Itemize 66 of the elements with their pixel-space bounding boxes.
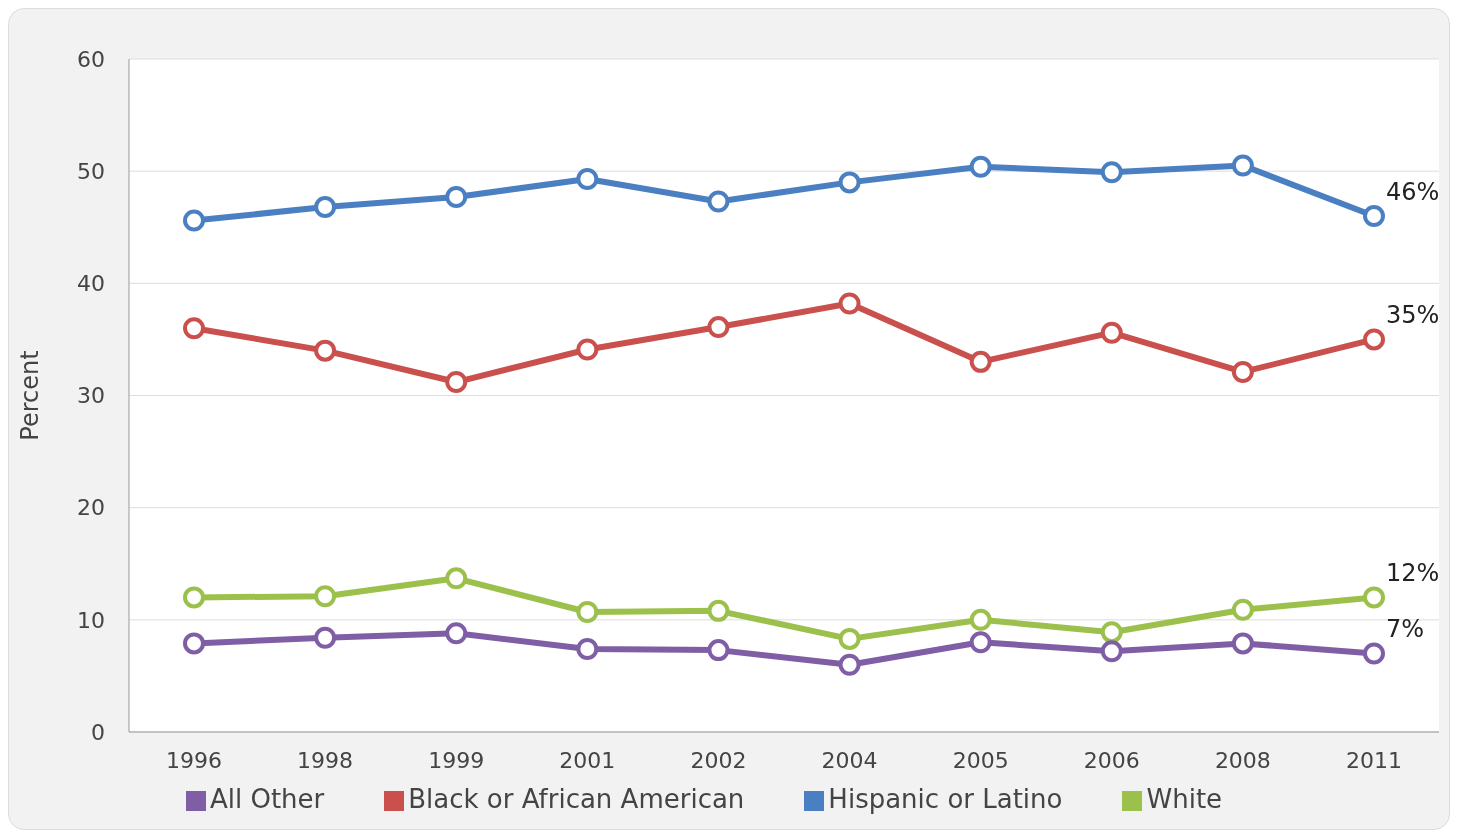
y-tick-label: 30 [77, 383, 105, 409]
y-tick-label: 10 [77, 607, 105, 633]
x-tick-label: 2005 [952, 747, 1009, 773]
point [183, 209, 205, 232]
point [183, 586, 205, 609]
point [183, 632, 205, 655]
legend-label: Hispanic or Latino [828, 784, 1063, 814]
point [969, 155, 992, 178]
legend-label: Black or African American [408, 784, 745, 814]
point [314, 196, 337, 219]
x-tick-label: 2004 [821, 747, 878, 773]
point [969, 608, 992, 631]
x-tick-label: 1996 [166, 747, 222, 773]
point [969, 631, 992, 654]
point [576, 600, 599, 623]
point [838, 653, 861, 676]
y-axis-title: Percent [15, 350, 44, 441]
point [1100, 161, 1123, 184]
y-tick-label: 20 [77, 495, 105, 521]
data-label: 35% [1386, 301, 1440, 330]
point [1100, 321, 1123, 344]
point [838, 171, 861, 194]
point [576, 638, 599, 660]
point [838, 292, 861, 315]
point [1100, 621, 1123, 644]
y-tick-label: 50 [77, 158, 105, 184]
x-tick-label: 1999 [428, 747, 485, 773]
legend-label: White [1146, 784, 1223, 814]
point [445, 185, 468, 208]
point [1363, 642, 1385, 665]
x-tick-label: 2006 [1083, 747, 1140, 773]
data-label: 46% [1386, 178, 1440, 207]
point [969, 350, 992, 373]
point [576, 168, 599, 191]
point [707, 316, 730, 339]
point [1231, 598, 1254, 621]
point [1363, 205, 1385, 228]
x-tick-label: 2001 [559, 747, 616, 773]
point [314, 626, 337, 649]
x-tick-label: 2002 [690, 747, 747, 773]
x-tick-label: 2008 [1214, 747, 1271, 773]
y-tick-label: 60 [77, 46, 105, 72]
point [1231, 632, 1254, 655]
point [1363, 328, 1385, 351]
point [707, 599, 730, 622]
point [445, 622, 468, 645]
point [445, 567, 468, 590]
point [1363, 586, 1385, 609]
data-label: 12% [1386, 559, 1440, 588]
point [576, 338, 599, 361]
x-tick-label: 1998 [297, 747, 354, 773]
data-label: 7% [1386, 615, 1425, 644]
legend-label: All Other [209, 784, 325, 814]
point [314, 585, 337, 608]
point [707, 639, 730, 662]
y-tick-label: 0 [91, 719, 105, 745]
point [1231, 154, 1254, 177]
y-tick-label: 40 [77, 271, 105, 297]
point [183, 317, 205, 340]
point [1100, 640, 1123, 663]
point [1231, 360, 1254, 383]
point [445, 371, 468, 394]
point [838, 627, 861, 650]
point [314, 339, 337, 362]
x-tick-label: 2011 [1346, 747, 1402, 773]
point [707, 190, 730, 213]
